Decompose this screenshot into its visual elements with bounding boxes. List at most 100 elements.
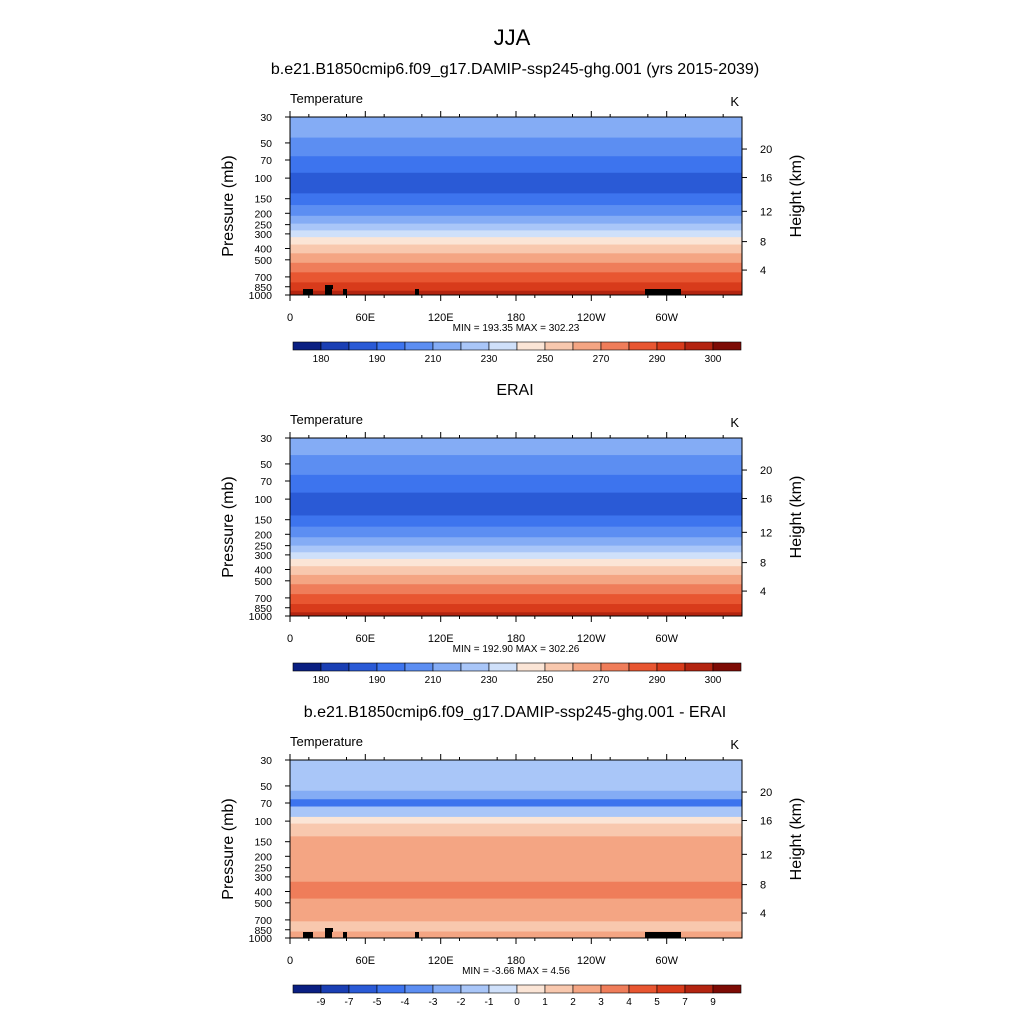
colorbar-label: 9 bbox=[710, 997, 716, 1008]
contour-band bbox=[290, 515, 742, 528]
y-tick-label: 250 bbox=[254, 541, 272, 553]
x-tick-label: 60W bbox=[655, 312, 678, 324]
y2-tick-label: 4 bbox=[760, 265, 766, 277]
units-label: K bbox=[730, 94, 739, 109]
x-tick-label: 120W bbox=[577, 633, 606, 645]
y-tick-label: 300 bbox=[254, 229, 272, 241]
colorbar-cell bbox=[684, 341, 714, 351]
colorbar-cell bbox=[460, 341, 490, 351]
min-max-stats: MIN = 193.35 MAX = 302.23 bbox=[453, 323, 580, 334]
y-tick-label: 150 bbox=[254, 194, 272, 206]
y2-tick-label: 20 bbox=[760, 144, 772, 156]
x-tick-label: 60E bbox=[356, 955, 376, 967]
colorbar-label: -3 bbox=[429, 997, 438, 1008]
contour-band bbox=[290, 537, 742, 547]
y2-tick-label: 12 bbox=[760, 527, 772, 539]
y-tick-label: 1000 bbox=[249, 290, 273, 302]
contour-band bbox=[290, 290, 742, 296]
colorbar-label: -1 bbox=[485, 997, 494, 1008]
topography-mask bbox=[415, 289, 419, 295]
colorbar-cell bbox=[600, 662, 630, 672]
contour-band bbox=[290, 545, 742, 553]
y-tick-label: 50 bbox=[260, 781, 272, 793]
x-tick-label: 0 bbox=[287, 633, 293, 645]
y-tick-label: 50 bbox=[260, 459, 272, 471]
y-tick-label: 1000 bbox=[249, 933, 273, 945]
y-tick-label: 700 bbox=[254, 272, 272, 284]
x-tick-label: 120E bbox=[428, 955, 454, 967]
y-tick-label: 1000 bbox=[249, 611, 273, 623]
colorbar-label: 210 bbox=[425, 675, 442, 686]
colorbar-cell bbox=[376, 662, 406, 672]
topography-mask bbox=[325, 928, 333, 932]
colorbar-label: 5 bbox=[654, 997, 660, 1008]
y-tick-label: 250 bbox=[254, 863, 272, 875]
min-max-stats: MIN = 192.90 MAX = 302.26 bbox=[453, 644, 580, 655]
contour-band bbox=[290, 760, 742, 792]
colorbar-label: 300 bbox=[705, 675, 722, 686]
colorbar-cell bbox=[572, 341, 602, 351]
topography-mask bbox=[325, 289, 332, 295]
colorbar-label: 4 bbox=[626, 997, 632, 1008]
contour-band bbox=[290, 455, 742, 476]
topography-mask bbox=[325, 932, 332, 938]
colorbar-label: 230 bbox=[481, 675, 498, 686]
y-tick-label: 400 bbox=[254, 564, 272, 576]
units-label: K bbox=[730, 737, 739, 752]
y-tick-label: 100 bbox=[254, 173, 272, 185]
colorbar-label: 3 bbox=[598, 997, 604, 1008]
x-tick-label: 0 bbox=[287, 312, 293, 324]
contour-band bbox=[290, 117, 742, 139]
topography-mask bbox=[343, 289, 347, 295]
y-tick-label: 100 bbox=[254, 494, 272, 506]
y-axis-title: Pressure (mb) bbox=[220, 155, 237, 256]
colorbar-label: -9 bbox=[317, 997, 326, 1008]
y2-tick-label: 8 bbox=[760, 880, 766, 892]
colorbar-label: -5 bbox=[373, 997, 382, 1008]
x-tick-label: 180 bbox=[507, 955, 525, 967]
x-tick-label: 180 bbox=[507, 633, 525, 645]
colorbar-cell bbox=[712, 341, 742, 351]
y-tick-label: 700 bbox=[254, 915, 272, 927]
topography-mask bbox=[415, 932, 419, 938]
y2-tick-label: 16 bbox=[760, 816, 772, 828]
colorbar-cell bbox=[684, 984, 714, 994]
contour-band bbox=[290, 881, 742, 900]
colorbar-cell bbox=[628, 662, 658, 672]
contour-band bbox=[290, 921, 742, 933]
y-tick-label: 150 bbox=[254, 837, 272, 849]
contour-band bbox=[290, 799, 742, 808]
colorbar-label: 190 bbox=[369, 354, 386, 365]
panel-title: b.e21.B1850cmip6.f09_g17.DAMIP-ssp245-gh… bbox=[271, 61, 759, 78]
y-tick-label: 850 bbox=[254, 925, 272, 937]
y-axis-title: Pressure (mb) bbox=[220, 476, 237, 577]
topography-mask bbox=[325, 285, 333, 289]
y2-axis-title: Height (km) bbox=[788, 798, 805, 881]
y-tick-label: 200 bbox=[254, 851, 272, 863]
contour-band bbox=[290, 230, 742, 238]
contour-band bbox=[290, 244, 742, 254]
y2-tick-label: 16 bbox=[760, 494, 772, 506]
y2-tick-label: 4 bbox=[760, 908, 766, 920]
x-tick-label: 120W bbox=[577, 955, 606, 967]
colorbar-cell bbox=[292, 341, 322, 351]
topography-mask bbox=[303, 932, 313, 938]
contour-band bbox=[290, 438, 742, 456]
colorbar-cell bbox=[656, 984, 686, 994]
colorbar-cell bbox=[628, 341, 658, 351]
y-tick-label: 30 bbox=[260, 112, 272, 124]
y-tick-label: 200 bbox=[254, 529, 272, 541]
x-tick-label: 120W bbox=[577, 312, 606, 324]
colorbar-cell bbox=[404, 662, 434, 672]
y-tick-label: 70 bbox=[260, 155, 272, 167]
colorbar-cell bbox=[656, 662, 686, 672]
contour-band bbox=[290, 172, 742, 194]
contour-band bbox=[290, 584, 742, 595]
contour-band bbox=[290, 193, 742, 206]
contour-band bbox=[290, 156, 742, 174]
y2-axis-title: Height (km) bbox=[788, 155, 805, 238]
contour-band bbox=[290, 262, 742, 273]
colorbar-cell bbox=[488, 662, 518, 672]
colorbar-label: 270 bbox=[593, 675, 610, 686]
